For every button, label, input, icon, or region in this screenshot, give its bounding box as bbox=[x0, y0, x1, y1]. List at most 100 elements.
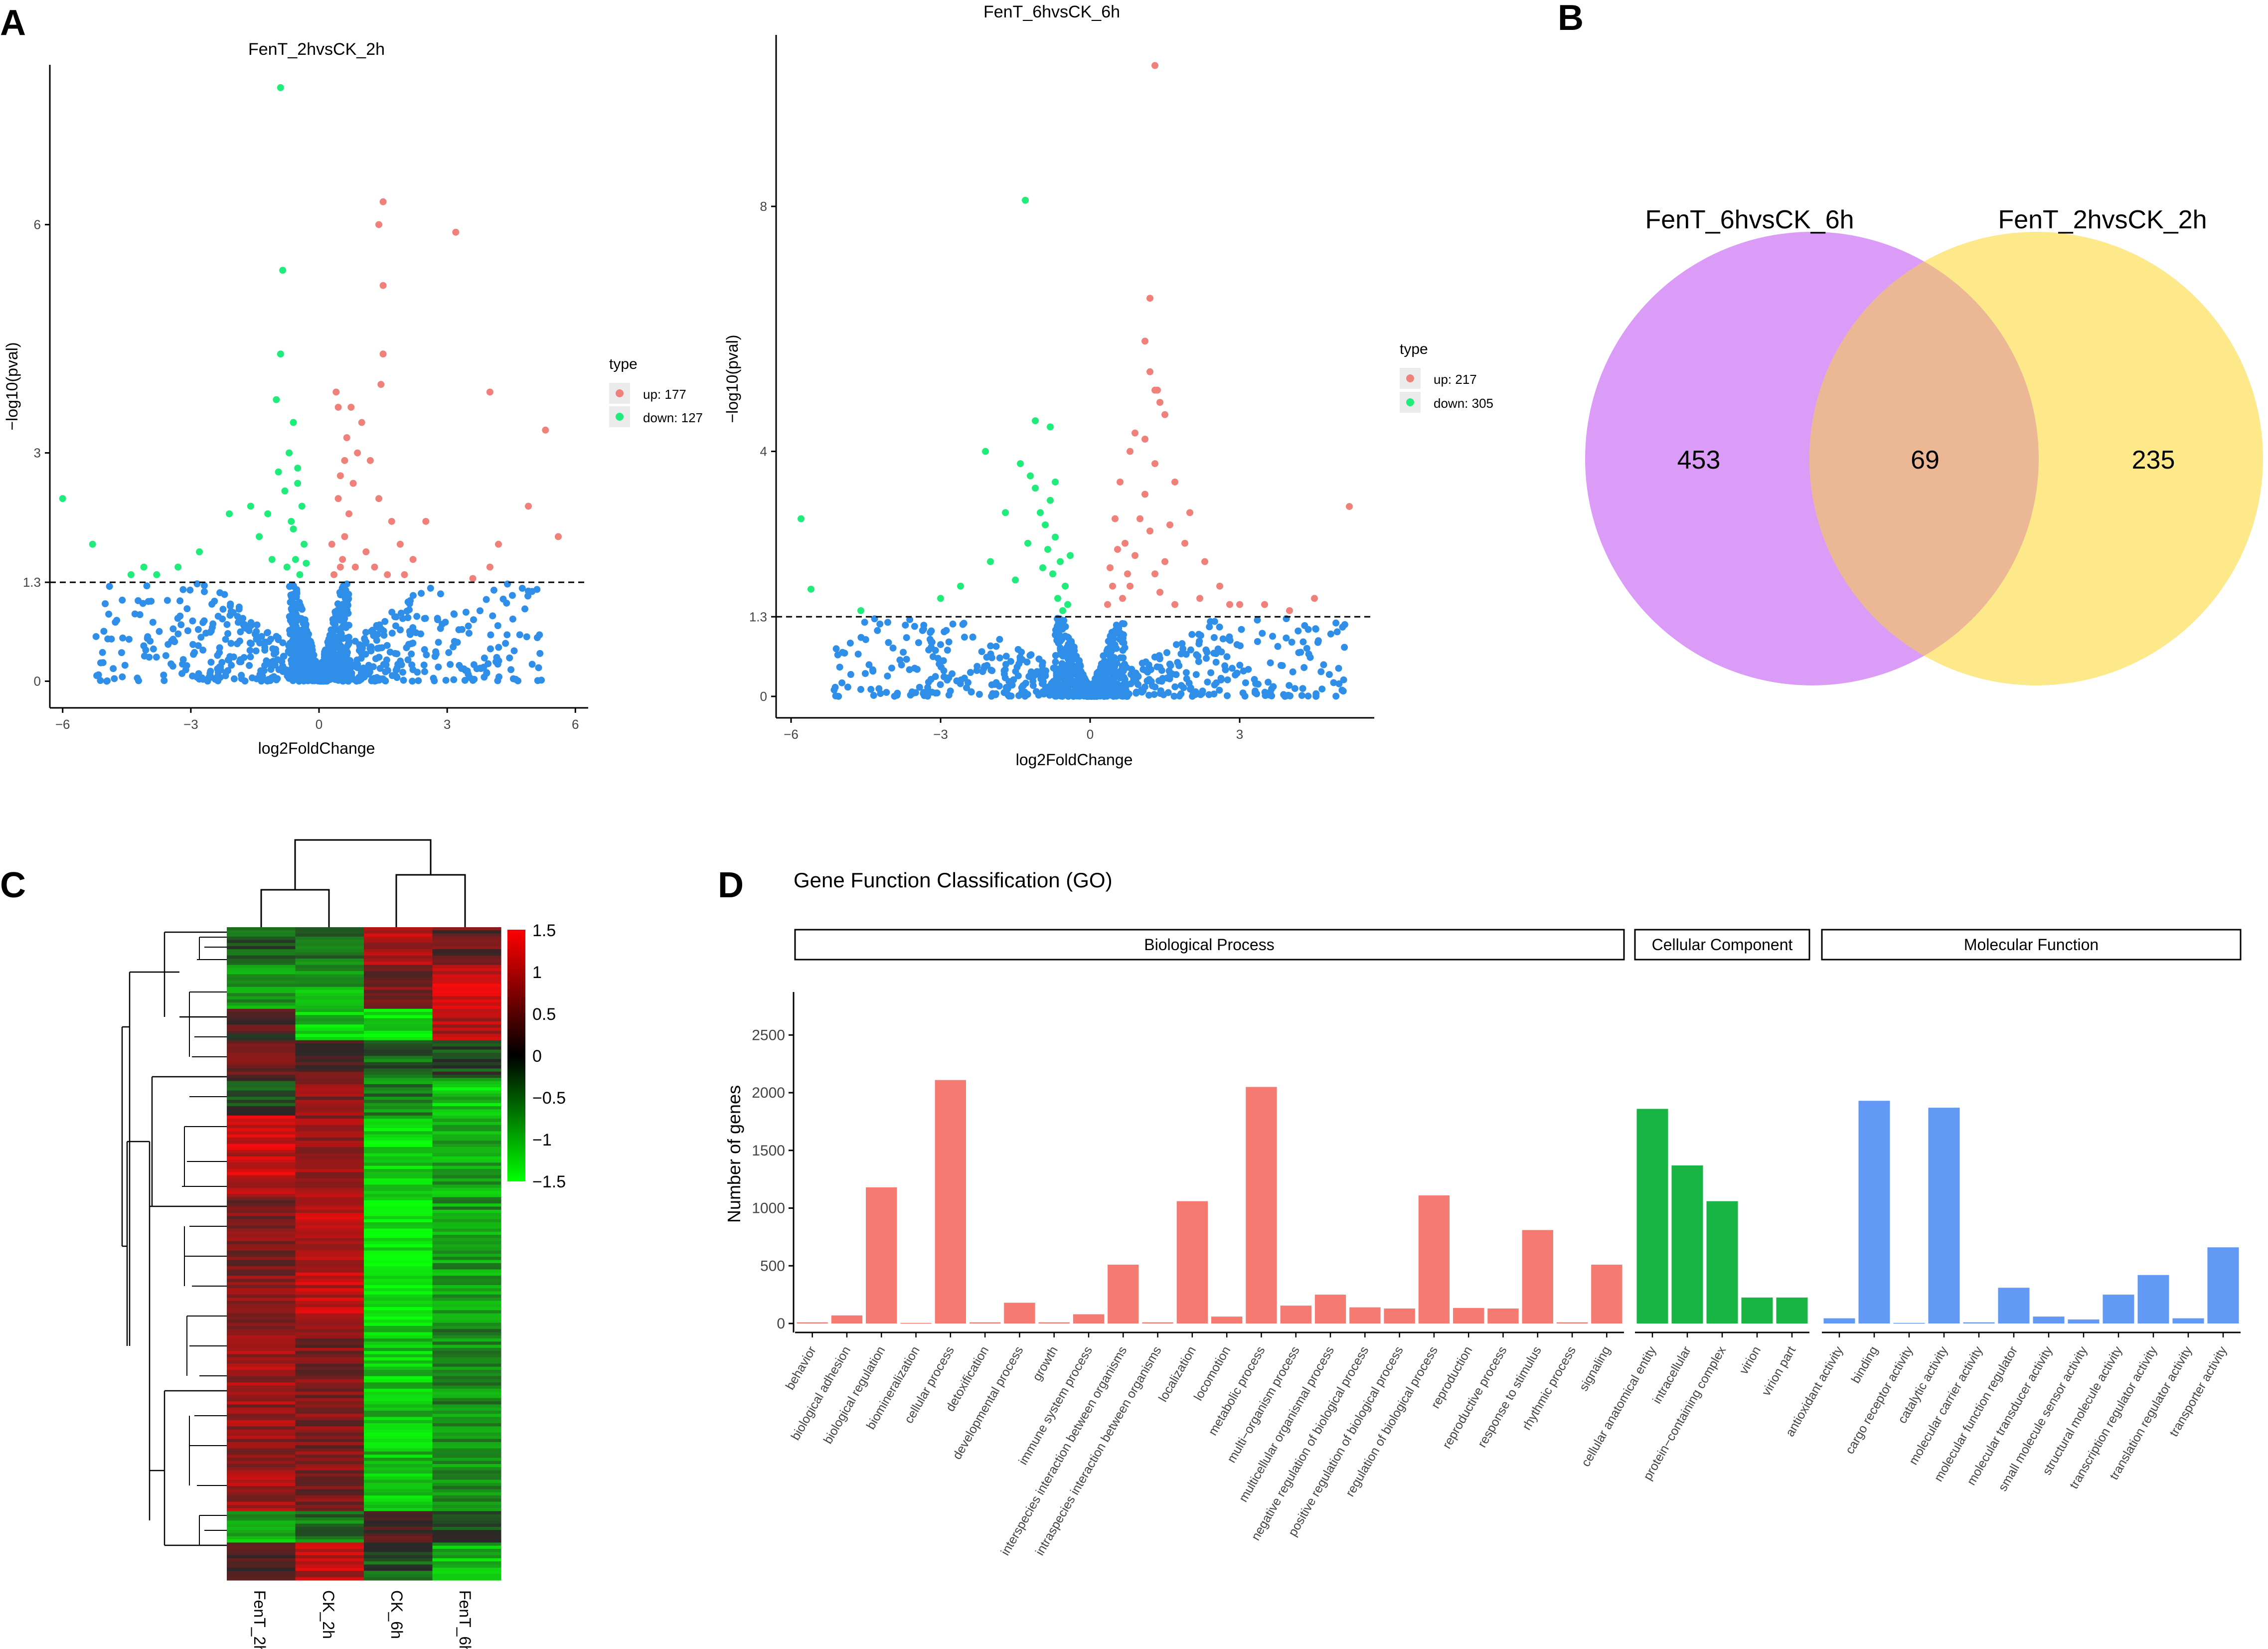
heatmap-cell bbox=[295, 1065, 364, 1069]
heatmap-cell bbox=[227, 1571, 296, 1575]
heatmap-cell bbox=[227, 1464, 296, 1468]
heatmap-cell bbox=[432, 1517, 501, 1521]
heatmap-cell bbox=[227, 999, 296, 1003]
heatmap-cell bbox=[295, 1335, 364, 1339]
heatmap-cell bbox=[295, 1407, 364, 1411]
heatmap-cell bbox=[432, 1473, 501, 1477]
heatmap-cell bbox=[432, 943, 501, 947]
heatmap-cell bbox=[364, 1291, 433, 1295]
heatmap-cell bbox=[364, 1398, 433, 1402]
heatmap-cell bbox=[295, 1404, 364, 1408]
heatmap-cell bbox=[227, 1577, 296, 1581]
heatmap-cell bbox=[432, 1056, 501, 1060]
heatmap-cell bbox=[364, 1213, 433, 1217]
v2h-ns-point bbox=[524, 587, 532, 595]
v2h-ns-point bbox=[442, 676, 450, 684]
heatmap-cell bbox=[295, 1131, 364, 1135]
heatmap-cell bbox=[227, 1027, 296, 1031]
heatmap-cell bbox=[295, 943, 364, 947]
v2h-ns-point bbox=[417, 630, 425, 638]
heatmap-cell bbox=[364, 1436, 433, 1440]
heatmap-cell bbox=[295, 1564, 364, 1568]
heatmap-cell bbox=[227, 1175, 296, 1179]
v2h-ns-point bbox=[234, 613, 241, 620]
go-bar bbox=[900, 1322, 932, 1324]
heatmap-cell bbox=[295, 1388, 364, 1392]
heatmap-cell bbox=[227, 1162, 296, 1166]
heatmap-cell bbox=[295, 1442, 364, 1446]
v6h-ns-point bbox=[937, 641, 944, 649]
heatmap-cell bbox=[364, 927, 433, 931]
heatmap-cell bbox=[227, 1225, 296, 1229]
heatmap-cell bbox=[295, 1445, 364, 1449]
v2h-up-point bbox=[334, 403, 342, 411]
v6h-ns-point bbox=[1277, 661, 1285, 669]
heatmap-cell bbox=[432, 1385, 501, 1389]
v2h-down-point bbox=[288, 517, 295, 525]
v6h-ns-point bbox=[889, 645, 897, 652]
heatmap-cell bbox=[364, 1338, 433, 1342]
heatmap-cell bbox=[227, 1272, 296, 1276]
heatmap-cell bbox=[432, 1257, 501, 1261]
heatmap-cell bbox=[227, 984, 296, 988]
heatmap-cell bbox=[432, 1228, 501, 1232]
heatmap-cell bbox=[227, 1222, 296, 1226]
heatmap-cell bbox=[227, 1325, 296, 1329]
v6h-ns-point bbox=[969, 634, 976, 641]
v2h-ns-point bbox=[415, 677, 422, 684]
v2h-ns-point bbox=[490, 586, 497, 594]
heatmap-cell bbox=[364, 930, 433, 934]
v6h-ns-point bbox=[1192, 671, 1200, 678]
v6h-up-point bbox=[1166, 521, 1173, 528]
v2h-up-point bbox=[388, 517, 395, 525]
heatmap-cell bbox=[364, 1329, 433, 1333]
v2h-ns-point bbox=[207, 659, 215, 666]
v6h-ns-point bbox=[1254, 616, 1261, 624]
go-bar bbox=[1928, 1108, 1960, 1323]
v6h-up-point bbox=[1151, 570, 1158, 578]
heatmap-cell bbox=[432, 1401, 501, 1405]
v6h-ns-point bbox=[1195, 631, 1202, 638]
go-bar bbox=[1246, 1087, 1277, 1323]
v2h-up-point bbox=[336, 563, 344, 571]
go-bar bbox=[2172, 1318, 2204, 1323]
heatmap-cell bbox=[295, 1436, 364, 1440]
heatmap-cell bbox=[364, 952, 433, 956]
heatmap-cell bbox=[364, 984, 433, 988]
heatmap-cell bbox=[364, 1423, 433, 1427]
v6h-ns-point bbox=[1221, 662, 1229, 669]
v6h-ns-point bbox=[867, 685, 875, 693]
v2h-ns-point bbox=[193, 580, 201, 588]
venn-set-name-6h: FenT_6hvsCK_6h bbox=[1645, 205, 1854, 234]
heatmap-cell bbox=[364, 1034, 433, 1038]
heatmap-cell bbox=[432, 1542, 501, 1546]
v6h-ns-point bbox=[945, 638, 953, 646]
v2h-up-point bbox=[330, 571, 337, 578]
go-facet-box-cc bbox=[1634, 929, 1810, 961]
heatmap-cell bbox=[432, 927, 501, 931]
heatmap-cell bbox=[295, 962, 364, 966]
heatmap-cell bbox=[432, 1347, 501, 1351]
v6h-down-point bbox=[1002, 509, 1009, 516]
heatmap-cell bbox=[295, 1282, 364, 1286]
heatmap-cell bbox=[432, 1514, 501, 1518]
heatmap-cell bbox=[364, 1574, 433, 1578]
heatmap-cell bbox=[227, 1228, 296, 1232]
heatmap-cell bbox=[432, 1432, 501, 1436]
v6h-ns-point bbox=[870, 692, 877, 699]
v2h-ns-point bbox=[160, 671, 167, 679]
heatmap-cell bbox=[364, 1347, 433, 1351]
heatmap-cell bbox=[364, 1165, 433, 1169]
heatmap-cell bbox=[227, 1517, 296, 1521]
v2h-ns-point bbox=[211, 597, 218, 605]
v6h-ns-point bbox=[1172, 641, 1180, 649]
v2h-ns-point bbox=[399, 615, 406, 622]
v6h-down-point bbox=[1024, 539, 1031, 547]
v2h-ns-point bbox=[292, 641, 300, 649]
heatmap-cell bbox=[432, 1398, 501, 1402]
v2h-ns-point bbox=[106, 583, 113, 590]
heatmap-cell bbox=[432, 1304, 501, 1308]
heatmap-cell bbox=[295, 1310, 364, 1314]
heatmap-cell bbox=[432, 1065, 501, 1069]
heatmap-cell bbox=[432, 1103, 501, 1107]
